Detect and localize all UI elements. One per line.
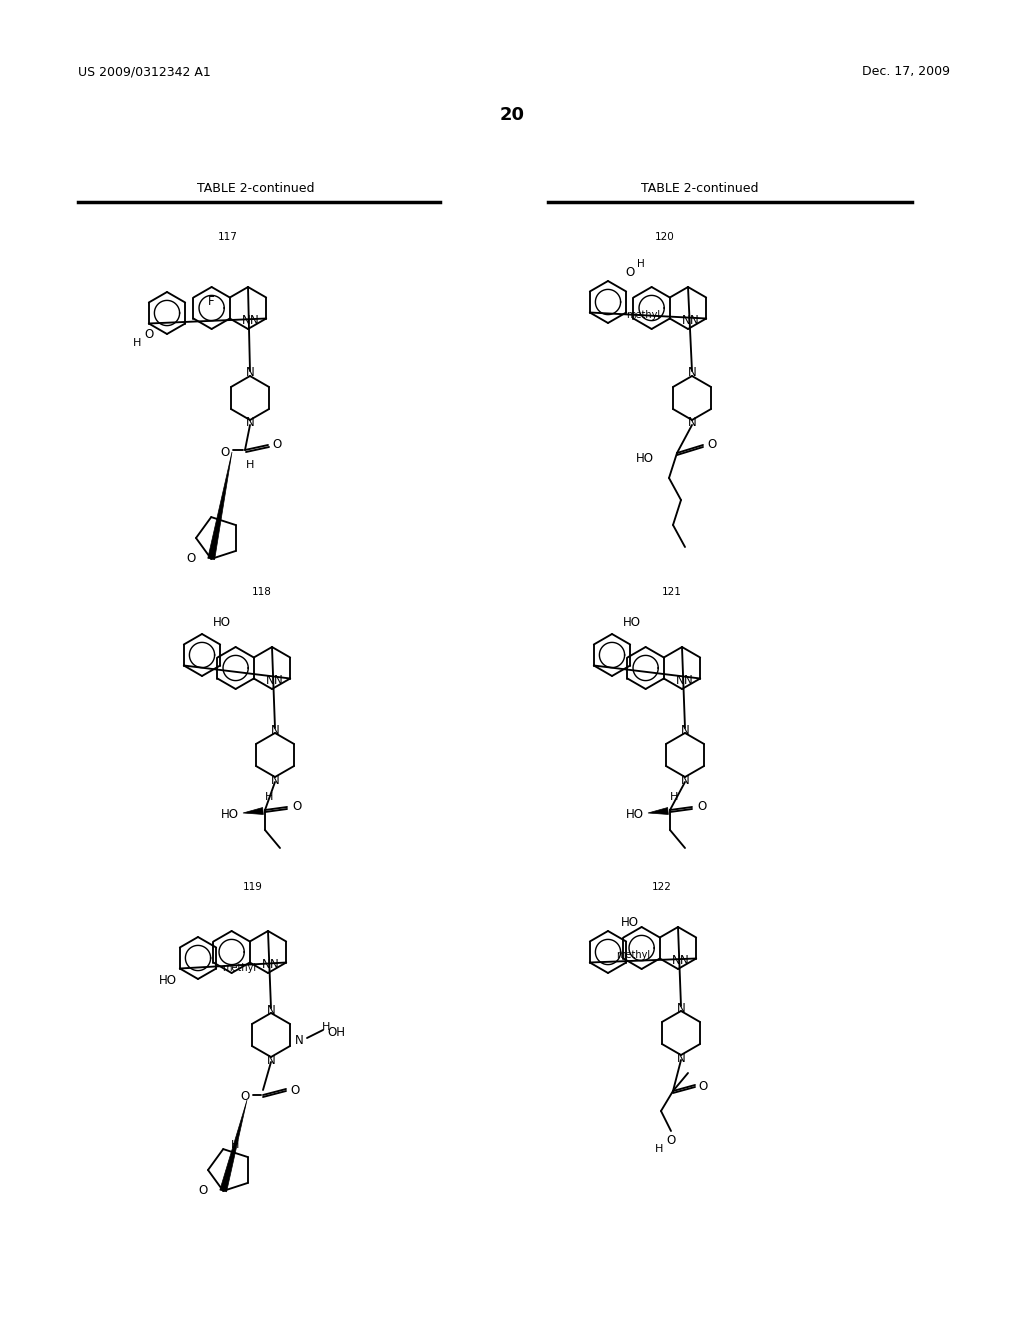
Text: 122: 122 [652,882,672,892]
Text: N: N [681,774,689,787]
Text: O: O [144,329,154,342]
Text: N: N [688,417,696,429]
Text: HO: HO [623,616,641,630]
Text: 20: 20 [500,106,524,124]
Text: N: N [270,723,280,737]
Text: O: O [667,1134,676,1147]
Text: N: N [250,314,259,327]
Text: Dec. 17, 2009: Dec. 17, 2009 [862,66,950,78]
Text: 119: 119 [243,882,263,892]
Text: N: N [295,1034,303,1047]
Text: HO: HO [636,453,654,466]
Text: TABLE 2-continued: TABLE 2-continued [198,181,314,194]
Text: N: N [273,675,283,686]
Text: N: N [265,673,274,686]
Text: O: O [199,1184,208,1196]
Text: HO: HO [159,974,177,986]
Text: N: N [266,1003,275,1016]
Text: N: N [246,417,254,429]
Text: N: N [677,1002,685,1015]
Text: N: N [690,314,698,327]
Text: N: N [688,367,696,380]
Text: methyl: methyl [222,964,257,973]
Text: O: O [272,438,282,451]
Polygon shape [208,451,232,560]
Text: 121: 121 [663,587,682,597]
Text: N: N [672,953,680,966]
Polygon shape [648,808,669,814]
Text: H: H [265,792,273,803]
Text: 118: 118 [252,587,272,597]
Text: methyl: methyl [627,310,660,321]
Text: O: O [626,265,635,279]
Text: O: O [697,800,707,813]
Text: methyl: methyl [616,950,650,961]
Text: N: N [684,675,692,686]
Text: O: O [293,800,302,813]
Text: N: N [677,1052,685,1064]
Text: HO: HO [621,916,639,928]
Text: TABLE 2-continued: TABLE 2-continued [641,181,759,194]
Text: H: H [654,1144,664,1154]
Text: N: N [266,1053,275,1067]
Text: F: F [208,294,214,308]
Text: H: H [230,1140,240,1150]
Text: N: N [246,367,254,380]
Text: H: H [637,259,645,269]
Text: H: H [322,1022,330,1032]
Text: N: N [242,314,251,326]
Text: H: H [246,459,254,470]
Text: 120: 120 [655,232,675,242]
Text: O: O [708,438,717,451]
Text: N: N [676,673,684,686]
Polygon shape [243,808,263,814]
Text: OH: OH [327,1027,345,1040]
Text: H: H [133,338,141,348]
Text: H: H [670,792,678,803]
Text: O: O [291,1084,300,1097]
Text: O: O [186,552,196,565]
Polygon shape [220,1100,247,1192]
Text: HO: HO [221,808,239,821]
Text: N: N [682,314,690,326]
Text: N: N [269,958,279,972]
Text: N: N [681,723,689,737]
Text: N: N [680,954,688,968]
Text: HO: HO [213,616,231,630]
Text: 117: 117 [218,232,238,242]
Text: HO: HO [626,808,644,821]
Text: US 2009/0312342 A1: US 2009/0312342 A1 [78,66,211,78]
Text: O: O [241,1090,250,1104]
Text: O: O [698,1080,708,1093]
Text: O: O [220,446,229,458]
Text: N: N [261,957,270,970]
Text: N: N [270,774,280,787]
